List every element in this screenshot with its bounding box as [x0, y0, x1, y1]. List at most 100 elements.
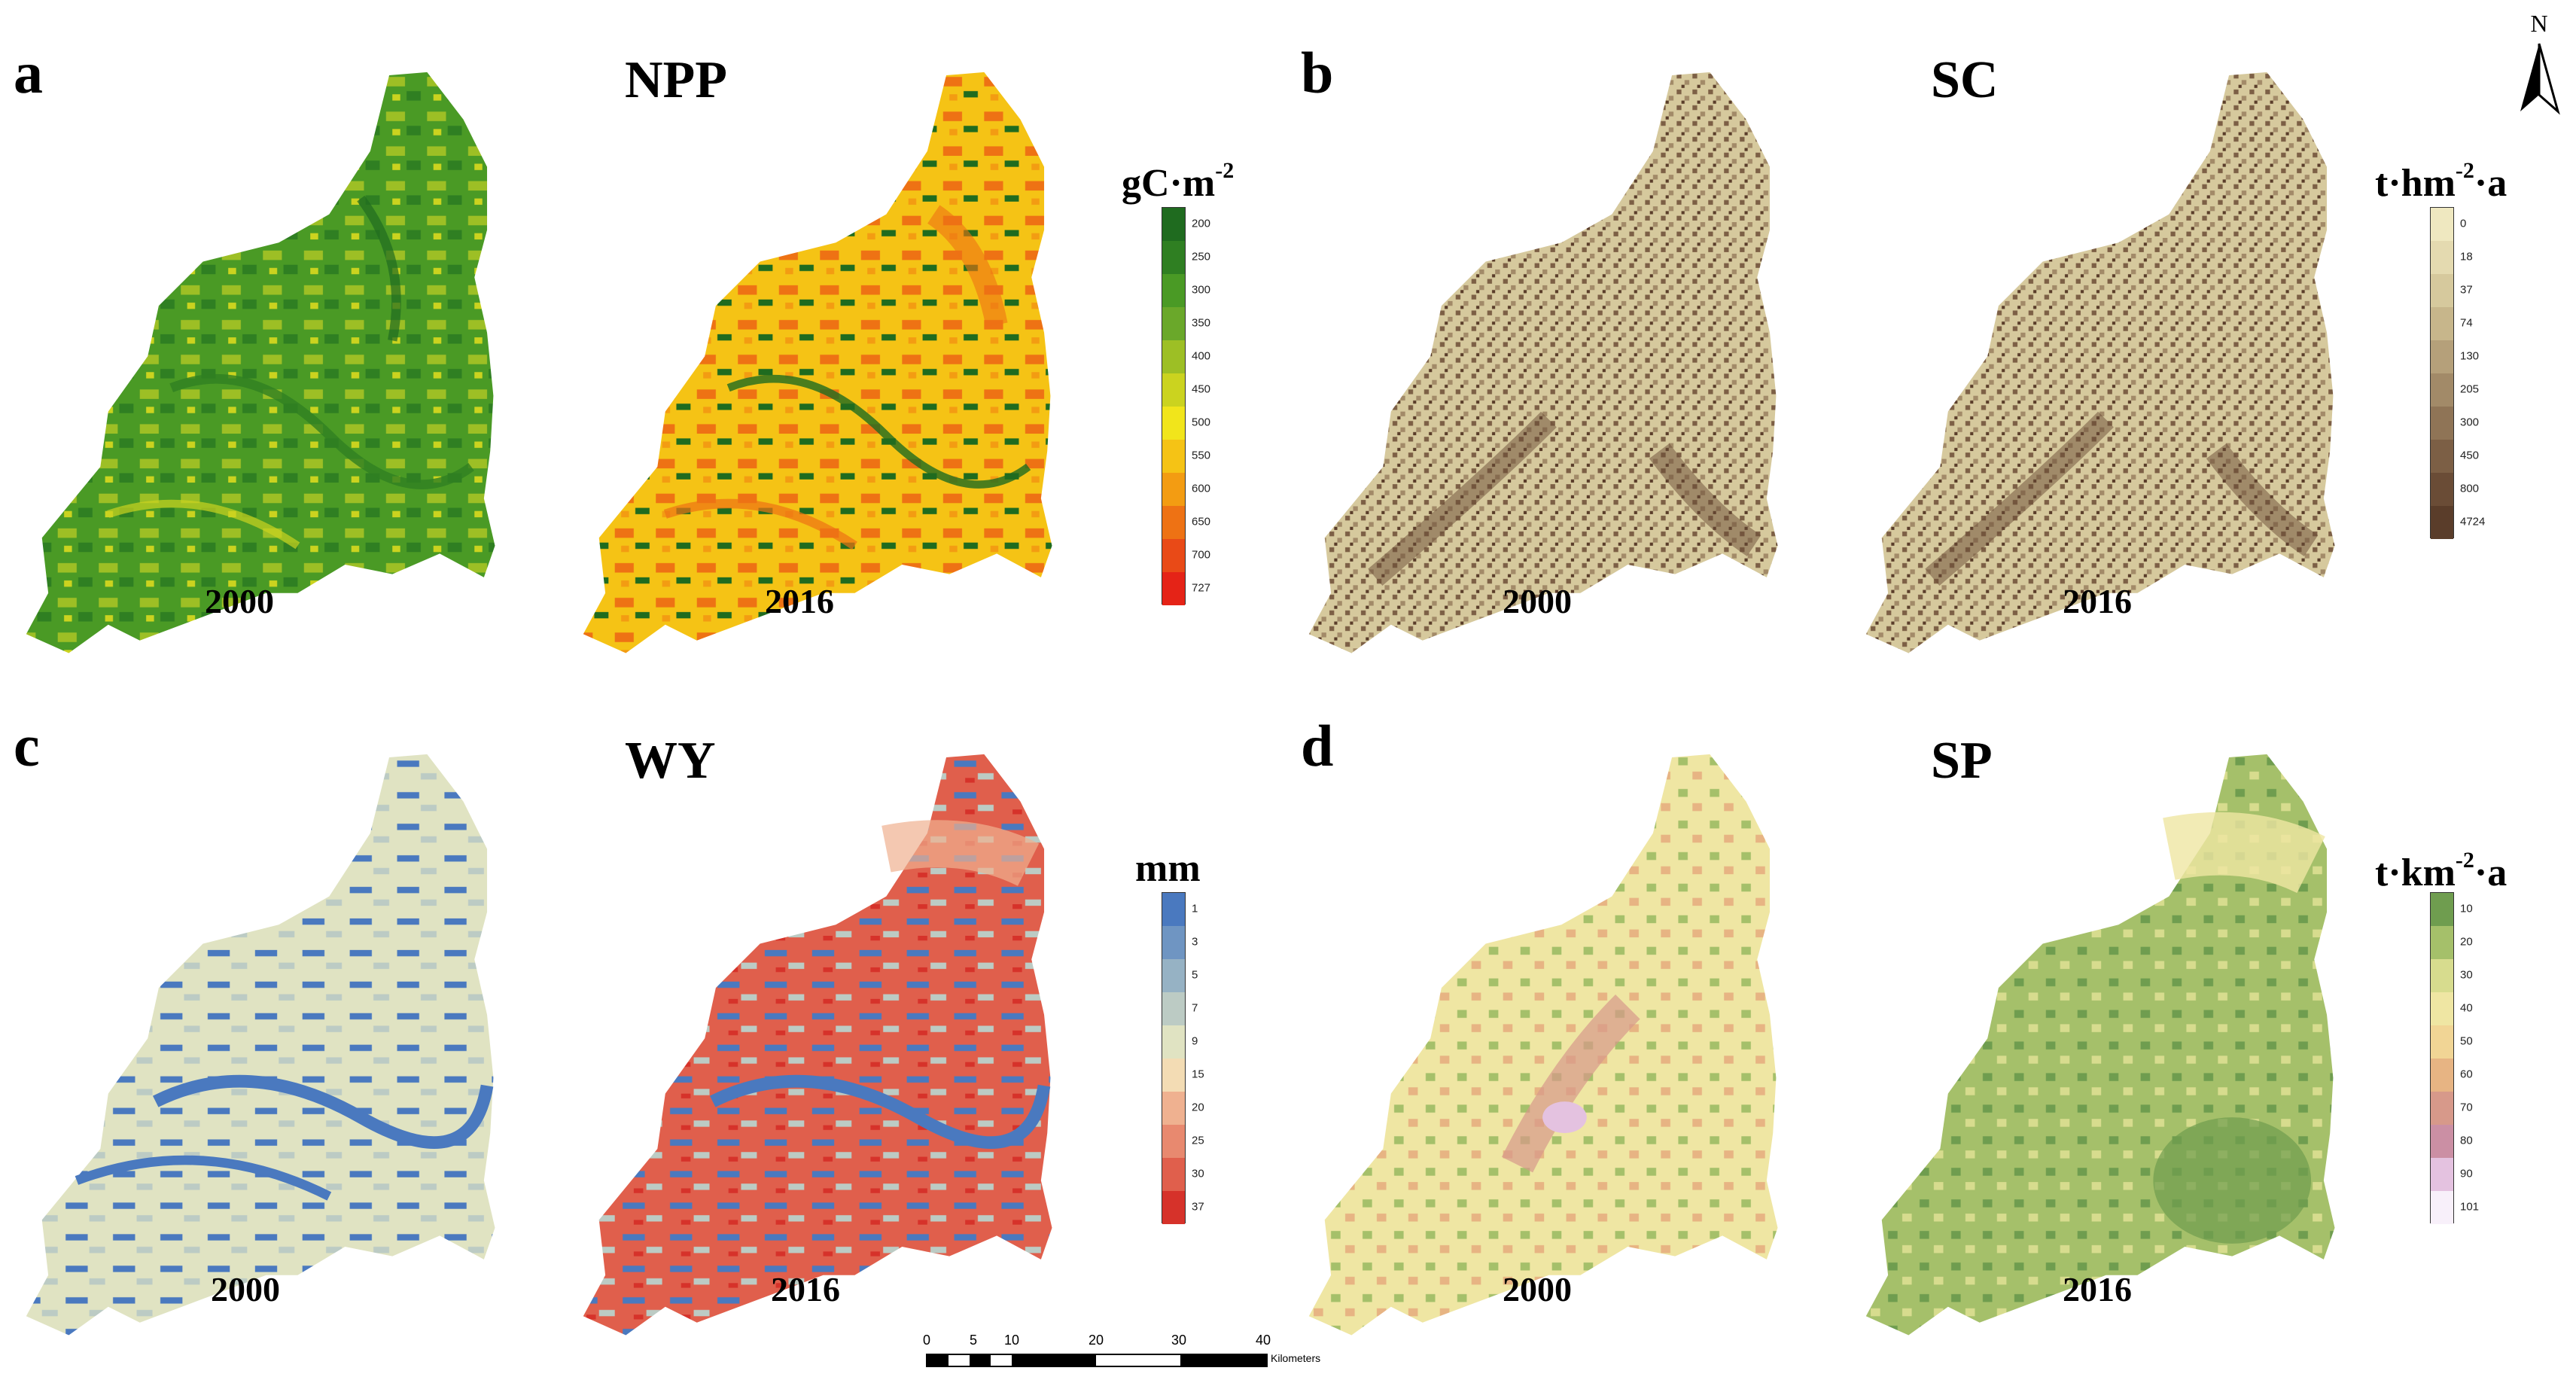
legend-tick-label: 4724	[2460, 515, 2486, 529]
legend-tick-label: 205	[2460, 382, 2480, 396]
year-label-sc-2000: 2000	[1503, 582, 1572, 620]
legend-color-bar	[2430, 892, 2454, 1224]
legend-swatch	[1162, 959, 1185, 992]
year-label-npp-2000: 2000	[205, 582, 274, 620]
scale-bar-segments	[926, 1354, 1268, 1367]
npp-map-2016	[583, 72, 1052, 653]
scale-unit: Kilometers	[1271, 1352, 1321, 1364]
legend-swatch	[2431, 1191, 2453, 1224]
legend-tick-label: 25	[1192, 1134, 1204, 1147]
panel-letter-a: a	[14, 40, 43, 105]
legend-tick-label: 650	[1192, 515, 1211, 529]
legend-tick-label: 101	[2460, 1200, 2480, 1214]
north-arrow-icon: N	[2520, 10, 2560, 115]
legend-swatch	[1162, 572, 1185, 605]
legend-swatch	[2431, 959, 2453, 992]
legend-swatch	[1162, 1125, 1185, 1158]
legend-swatch	[1162, 1059, 1185, 1092]
legend-swatch	[2431, 407, 2453, 440]
legend-swatch	[2431, 440, 2453, 473]
legend-tick-label: 727	[1192, 581, 1211, 595]
year-label-sp-2000: 2000	[1503, 1270, 1572, 1308]
sc-map-2016	[1865, 72, 2335, 653]
panel-letter-b: b	[1301, 40, 1334, 105]
legend-swatch	[2431, 208, 2453, 241]
legend-tick-label: 1	[1192, 902, 1198, 915]
legend-swatch	[2431, 274, 2453, 307]
legend-swatch	[1162, 926, 1185, 959]
legend-swatch	[2431, 506, 2453, 539]
legend-tick-label: 200	[1192, 217, 1211, 230]
legend-swatch	[2431, 307, 2453, 340]
legend-tick-label: 37	[2460, 283, 2473, 297]
legend-tick-label: 400	[1192, 349, 1211, 363]
legend-tick-label: 130	[2460, 349, 2480, 363]
legend-swatch	[1162, 208, 1185, 241]
legend-tick-label: 550	[1192, 449, 1211, 462]
panel-title-sc: SC	[1931, 51, 1999, 109]
legend-tick-label: 350	[1192, 316, 1211, 330]
panel-letter-d: d	[1301, 713, 1334, 778]
legend-swatch	[2431, 1158, 2453, 1191]
legend-unit-npp: gC·m-2	[1122, 158, 1235, 205]
legend-swatch	[1162, 440, 1185, 473]
legend-tick-label: 90	[2460, 1167, 2473, 1180]
legend-swatch	[2431, 373, 2453, 407]
legend-tick-label: 30	[2460, 968, 2473, 982]
legend-tick-label: 7	[1192, 1001, 1198, 1015]
legend-tick-label: 20	[2460, 935, 2473, 949]
legend-swatch	[2431, 926, 2453, 959]
legend-swatch	[2431, 992, 2453, 1025]
npp-map-2000	[26, 72, 495, 653]
year-label-wy-2016: 2016	[771, 1270, 840, 1308]
legend-tick-label: 0	[2460, 217, 2467, 230]
legend-swatch	[2431, 1092, 2453, 1125]
legend-tick-label: 600	[1192, 482, 1211, 495]
legend-tick-label: 300	[1192, 283, 1211, 297]
legend-swatch	[1162, 274, 1185, 307]
legend-tick-label: 37	[1192, 1200, 1204, 1214]
legend-swatch	[1162, 407, 1185, 440]
panel-title-npp: NPP	[625, 51, 728, 109]
scale-tick: 5	[970, 1333, 978, 1348]
year-label-npp-2016: 2016	[765, 582, 834, 620]
legend-swatch	[2431, 893, 2453, 926]
legend-unit-sc: t·hm-2·a	[2375, 158, 2507, 205]
legend-tick-label: 300	[2460, 416, 2480, 429]
legend-swatch	[2431, 1059, 2453, 1092]
legend-swatch	[1162, 373, 1185, 407]
year-label-sc-2016: 2016	[2063, 582, 2132, 620]
legend-tick-label: 40	[2460, 1001, 2473, 1015]
sc-map-2000	[1308, 72, 1778, 653]
legend-tick-label: 500	[1192, 416, 1211, 429]
legend-tick-label: 30	[1192, 1167, 1204, 1180]
legend-tick-label: 250	[1192, 250, 1211, 263]
legend-swatch	[1162, 1191, 1185, 1224]
legend-tick-label: 18	[2460, 250, 2473, 263]
legend-tick-label: 10	[2460, 902, 2473, 915]
legend-swatch	[1162, 473, 1185, 506]
legend-tick-label: 80	[2460, 1134, 2473, 1147]
legend-swatch	[2431, 340, 2453, 373]
scale-bar: 0 5 10 20 30 40 Kilometers	[923, 1333, 1378, 1378]
legend-swatch	[2431, 241, 2453, 274]
legend-swatch	[1162, 1158, 1185, 1191]
legend-swatch	[1162, 307, 1185, 340]
legend-tick-label: 70	[2460, 1101, 2473, 1114]
legend-tick-label: 450	[2460, 449, 2480, 462]
legend-tick-label: 700	[1192, 548, 1211, 562]
legend-tick-label: 450	[1192, 382, 1211, 396]
year-label-wy-2000: 2000	[211, 1270, 280, 1308]
scale-tick: 0	[923, 1333, 931, 1348]
legend-tick-label: 20	[1192, 1101, 1204, 1114]
legend-tick-label: 50	[2460, 1034, 2473, 1048]
legend-tick-label: 800	[2460, 482, 2480, 495]
wy-map-2016	[583, 754, 1052, 1336]
scale-tick: 30	[1171, 1333, 1187, 1348]
year-label-sp-2016: 2016	[2063, 1270, 2132, 1308]
legend-tick-label: 5	[1192, 968, 1198, 982]
legend-unit-wy: mm	[1135, 847, 1201, 890]
scale-tick: 10	[1004, 1333, 1020, 1348]
sp-map-2000	[1308, 754, 1778, 1336]
legend-swatch	[2431, 1125, 2453, 1158]
